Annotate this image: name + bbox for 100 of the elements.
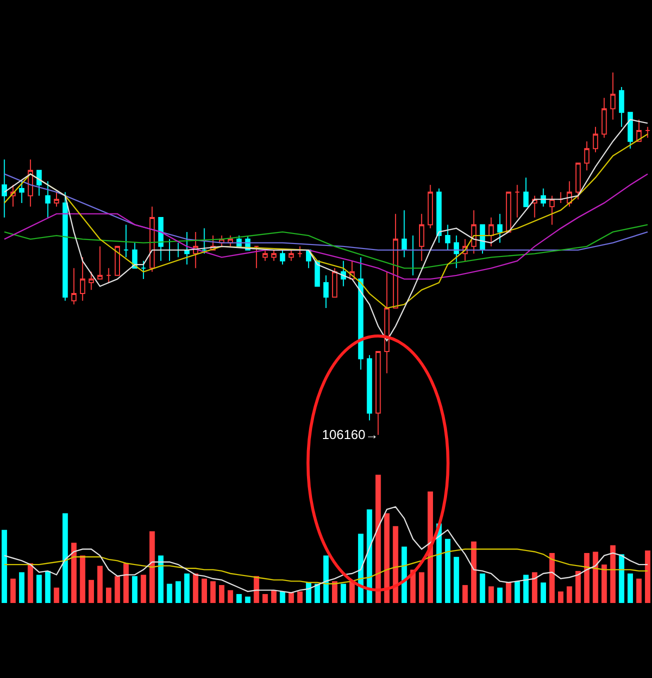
candlestick	[428, 184, 433, 229]
bar	[123, 563, 129, 603]
candlestick	[340, 260, 346, 287]
bar	[2, 530, 8, 603]
candlestick	[297, 246, 303, 258]
candlestick	[36, 170, 42, 196]
candlestick	[114, 246, 120, 276]
candlestick	[454, 235, 460, 269]
candlestick	[19, 180, 24, 204]
bar	[218, 585, 224, 603]
bar	[358, 534, 364, 603]
bar	[271, 590, 277, 603]
candlestick	[471, 210, 476, 254]
bar	[192, 574, 198, 603]
candlestick	[288, 250, 294, 262]
bar	[297, 591, 303, 603]
bar	[558, 591, 564, 603]
candlestick	[158, 216, 164, 262]
bar	[166, 584, 172, 603]
bar	[497, 588, 503, 603]
candlestick	[602, 97, 607, 138]
candlestick	[2, 158, 7, 218]
candlestick	[506, 192, 512, 232]
bar	[636, 578, 642, 603]
candlestick	[358, 256, 364, 370]
bar	[471, 541, 476, 603]
bar	[566, 586, 572, 603]
bar	[184, 574, 190, 603]
bar	[584, 553, 590, 603]
candlestick	[436, 188, 442, 244]
bar	[262, 594, 268, 603]
candlestick	[445, 224, 450, 251]
candlestick	[488, 216, 494, 247]
candlestick	[575, 162, 581, 200]
candlestick	[402, 210, 407, 258]
bar	[54, 588, 60, 603]
candlestick	[332, 268, 338, 298]
candlestick	[262, 250, 268, 262]
bar	[106, 588, 112, 603]
candlestick	[628, 112, 633, 150]
candlestick	[184, 231, 190, 266]
bar	[176, 581, 181, 603]
bar	[114, 576, 120, 603]
candlestick	[62, 192, 68, 302]
bar	[210, 581, 216, 603]
bar	[384, 513, 390, 603]
bar	[236, 594, 242, 603]
bar	[480, 574, 486, 603]
candlestick	[384, 271, 390, 374]
candlestick	[523, 177, 529, 208]
candlestick	[88, 271, 94, 290]
candlestick	[150, 206, 155, 272]
candlestick	[549, 195, 555, 226]
candlestick	[323, 274, 329, 309]
candlestick	[584, 140, 590, 171]
bar	[402, 546, 407, 603]
bar	[140, 574, 146, 603]
candlestick	[497, 213, 502, 244]
candlestick	[254, 246, 260, 269]
bar	[506, 582, 512, 603]
bar	[306, 582, 312, 603]
candlestick	[45, 180, 50, 218]
bar	[618, 554, 624, 603]
annotation: 106160→	[322, 427, 378, 442]
bar	[149, 531, 155, 603]
candlestick	[80, 256, 86, 302]
bar	[36, 574, 42, 603]
bar	[245, 596, 250, 603]
bar	[514, 581, 520, 603]
candlestick	[71, 268, 77, 305]
candlestick	[592, 126, 598, 153]
candlestick	[610, 72, 616, 120]
bar	[45, 570, 51, 603]
bar	[628, 574, 633, 603]
candlestick	[618, 86, 624, 128]
bar	[540, 582, 546, 603]
bar	[349, 581, 355, 603]
bar	[228, 590, 234, 603]
bar	[19, 572, 24, 603]
candlestick	[280, 250, 286, 266]
bar	[428, 491, 434, 603]
candlestick	[366, 354, 372, 421]
bar	[132, 576, 138, 603]
candlestick	[202, 228, 207, 254]
candlestick	[636, 119, 642, 142]
bar	[97, 566, 103, 603]
bar	[340, 584, 346, 603]
bar	[488, 586, 494, 603]
candlestick	[54, 192, 60, 208]
bar	[610, 545, 616, 603]
candlestick	[140, 260, 146, 280]
bar	[454, 556, 460, 603]
bar	[202, 578, 207, 603]
bar	[314, 584, 320, 603]
candlestick	[28, 158, 34, 208]
candlestick	[314, 260, 320, 287]
bar	[288, 592, 294, 603]
bar	[532, 572, 538, 603]
bar	[462, 585, 468, 603]
bar	[332, 581, 338, 603]
